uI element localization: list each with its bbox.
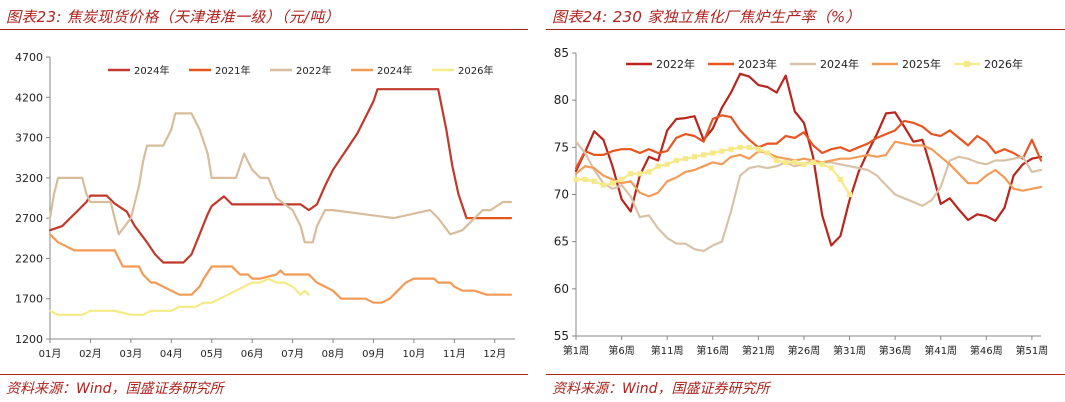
series-marker-5 <box>828 165 834 171</box>
x-tick-label: 10月 <box>403 348 426 360</box>
coke-oven-utilization-chart: 55 60 65 70 75 80 85 第1周 第6周 第11周 第16周 第21周 第26周 第31周… <box>554 46 1049 357</box>
y-tick-label: 4700 <box>15 51 43 64</box>
series-marker-5 <box>637 171 643 177</box>
right-source-rule <box>546 374 1065 375</box>
y-tick-label: 55 <box>554 329 569 343</box>
left-title-rule <box>0 29 528 30</box>
x-tick-label: 01月 <box>39 348 62 360</box>
left-chart-source: 资料来源：Wind，国盛证券研究所 <box>6 381 224 397</box>
series-line-4 <box>574 140 1043 198</box>
legend-label-3: 2024年 <box>820 57 859 71</box>
x-tick-label: 第21周 <box>742 344 775 357</box>
y-tick-label: 60 <box>554 282 569 296</box>
series-marker-5 <box>710 150 716 156</box>
series-marker-5 <box>682 156 689 162</box>
x-tick-label: 11月 <box>443 348 466 360</box>
x-tick-label: 08月 <box>322 348 345 360</box>
left-chart-title: 图表23: 焦炭现货价格（天津港准一级）（元/吨） <box>6 8 340 26</box>
x-tick-label: 12月 <box>483 348 506 360</box>
series-marker-5 <box>746 144 752 150</box>
series-marker-5 <box>691 154 698 160</box>
x-tick-label: 06月 <box>241 348 264 360</box>
coke-price-chart: 1200 1700 2200 2700 3200 3700 4200 4700 01月 02月 03… <box>15 51 515 360</box>
x-tick-label: 第51周 <box>1016 344 1049 357</box>
x-tick-label: 02月 <box>79 348 102 360</box>
x-tick-label: 第6周 <box>608 344 634 357</box>
series-marker-5 <box>792 159 798 166</box>
y-tick-label: 80 <box>554 93 569 107</box>
series-line-2 <box>574 114 1043 170</box>
legend-label-4: 2024年 <box>377 64 412 77</box>
y-tick-label: 1700 <box>15 293 43 306</box>
series-marker-5 <box>755 146 761 152</box>
series-line-5 <box>48 277 310 316</box>
series-marker-5 <box>618 176 625 183</box>
series-marker-5 <box>582 176 588 183</box>
series-marker-5 <box>728 146 734 152</box>
series-line-3 <box>574 140 1043 253</box>
series-marker-5 <box>600 182 606 188</box>
series-marker-5 <box>737 144 743 150</box>
x-tick-label: 第31周 <box>833 344 866 357</box>
y-tick-label: 2200 <box>15 252 43 265</box>
series-marker-5 <box>837 176 844 183</box>
series-marker-5 <box>573 176 579 183</box>
series-marker-5 <box>664 161 670 167</box>
series-marker-5 <box>701 152 707 158</box>
legend-label-1: 2022年 <box>656 57 695 71</box>
series-marker-5 <box>773 157 780 164</box>
series-marker-5 <box>764 150 771 156</box>
y-tick-label: 2700 <box>15 212 43 225</box>
x-tick-label: 05月 <box>200 348 223 360</box>
x-tick-label: 第36周 <box>879 344 912 357</box>
y-tick-label: 1200 <box>15 333 43 346</box>
series-marker-5 <box>609 180 616 186</box>
right-chart-title: 图表24: 230 家独立焦化厂焦炉生产率（%） <box>552 8 861 26</box>
series-marker-5 <box>819 161 825 167</box>
series-marker-5 <box>846 191 853 198</box>
legend-label-1: 2024年 <box>134 64 169 77</box>
series-line-3 <box>48 112 513 244</box>
series-line-1 <box>48 88 468 264</box>
x-tick-label: 07月 <box>281 348 304 360</box>
series-marker-5 <box>591 178 597 184</box>
y-tick-label: 75 <box>554 140 569 154</box>
series-marker-5 <box>628 171 634 177</box>
x-tick-label: 09月 <box>362 348 385 360</box>
x-tick-label: 第41周 <box>924 344 957 357</box>
right-title-rule <box>546 29 1065 30</box>
x-tick-label: 03月 <box>120 348 143 360</box>
series-line-4 <box>48 233 513 304</box>
legend-marker-5 <box>964 61 970 67</box>
series-marker-5 <box>801 161 807 167</box>
y-tick-label: 3200 <box>15 172 43 185</box>
y-tick-label: 70 <box>554 188 569 202</box>
y-tick-label: 85 <box>554 46 569 60</box>
y-tick-label: 65 <box>554 235 569 249</box>
series-marker-5 <box>783 159 789 166</box>
x-tick-label: 第11周 <box>651 344 684 357</box>
x-tick-label: 第1周 <box>563 344 589 357</box>
legend-label-5: 2026年 <box>984 57 1023 71</box>
legend-label-2: 2021年 <box>215 64 250 77</box>
x-tick-label: 第26周 <box>788 344 821 357</box>
x-tick-label: 04月 <box>160 348 183 360</box>
series-marker-5 <box>810 159 816 166</box>
y-tick-label: 3700 <box>15 132 43 145</box>
legend-label-4: 2025年 <box>902 57 941 71</box>
x-tick-label: 第46周 <box>970 344 1003 357</box>
legend-label-3: 2022年 <box>296 64 331 77</box>
left-source-rule <box>0 374 528 375</box>
series-marker-5 <box>655 163 661 169</box>
right-chart-source: 资料来源：Wind，国盛证券研究所 <box>552 381 770 397</box>
series-marker-5 <box>673 157 679 164</box>
series-marker-5 <box>719 148 725 154</box>
series-marker-5 <box>646 169 652 175</box>
legend-label-5: 2026年 <box>458 64 493 77</box>
legend-label-2: 2023年 <box>738 57 777 71</box>
y-tick-label: 4200 <box>15 91 43 104</box>
x-tick-label: 第16周 <box>696 344 729 357</box>
